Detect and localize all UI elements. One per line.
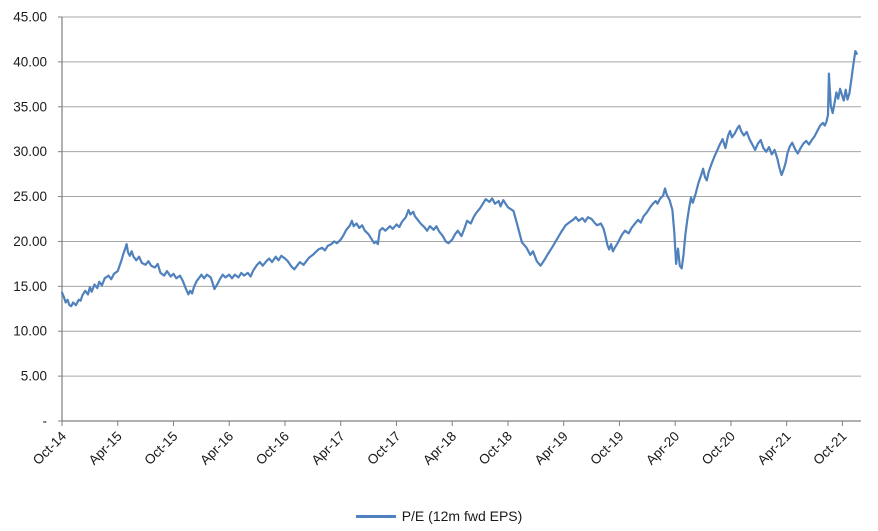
legend-line-swatch xyxy=(355,514,396,518)
x-tick-label: Apr-21 xyxy=(755,429,794,468)
x-tick-label: Apr-15 xyxy=(86,429,125,468)
x-tick-label: Oct-16 xyxy=(253,429,292,468)
x-tick-label: Oct-17 xyxy=(364,429,403,468)
x-tick-label: Oct-18 xyxy=(476,429,515,468)
x-tick-label: Oct-21 xyxy=(810,429,849,468)
x-tick-label: Apr-18 xyxy=(420,429,459,468)
x-tick-label: Apr-20 xyxy=(643,429,682,468)
x-tick-label: Apr-16 xyxy=(197,429,236,468)
x-tick-label: Oct-20 xyxy=(699,429,738,468)
y-tick-label: 25.00 xyxy=(13,189,47,204)
plot-area: - 5.00 10.00 15.00 20.00 25.00 30.00 35.00 40.00… xyxy=(13,10,861,468)
legend: P/E (12m fwd EPS) xyxy=(0,508,878,524)
y-tick-label: 15.00 xyxy=(13,279,47,294)
x-tick-label: Apr-19 xyxy=(532,429,571,468)
x-tick-label: Oct-14 xyxy=(30,428,70,468)
pe-series-line xyxy=(60,49,858,308)
y-tick-label: 30.00 xyxy=(13,144,47,159)
x-tick-label: Oct-15 xyxy=(141,429,180,468)
y-tick-label: 5.00 xyxy=(21,369,47,384)
y-tick-label: 40.00 xyxy=(13,54,47,69)
y-tick-label: - xyxy=(43,414,48,429)
y-tick-label: 35.00 xyxy=(13,99,47,114)
y-tick-label: 45.00 xyxy=(13,10,47,25)
x-tick-label: Oct-19 xyxy=(587,429,626,468)
x-tick-label: Apr-17 xyxy=(309,429,348,468)
y-tick-label: 10.00 xyxy=(13,324,47,339)
legend-label: P/E (12m fwd EPS) xyxy=(401,508,523,524)
y-tick-label: 20.00 xyxy=(13,234,47,249)
